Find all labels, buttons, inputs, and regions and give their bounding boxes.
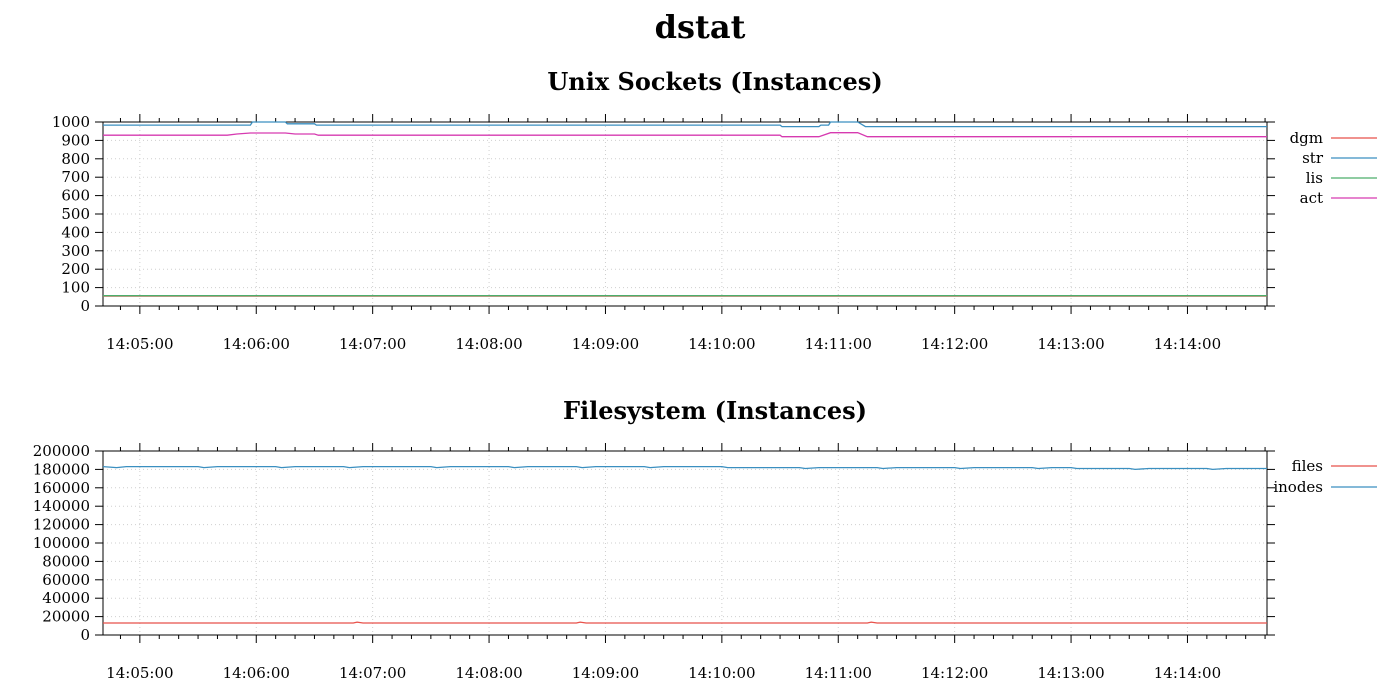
plot-frame [102,121,1268,307]
legend-label-lis: lis [1306,169,1323,187]
y-tick-label: 1000 [52,113,90,131]
y-tick-label: 900 [61,131,90,149]
chart-title: Filesystem (Instances) [563,396,867,425]
chart-panel-2: Filesystem (Instances) 020000400006000080… [33,396,1377,682]
series-line-files [103,621,1267,624]
y-tick-label: 20000 [42,608,90,626]
x-tick-label: 14:13:00 [1037,664,1104,682]
legend-label-dgm: dgm [1290,129,1323,147]
y-tick-label: 200000 [33,442,90,460]
y-tick-label: 800 [61,150,90,168]
y-tick-label: 120000 [33,516,90,534]
y-tick-label: 100 [61,279,90,297]
x-tick-label: 14:09:00 [572,335,639,353]
x-tick-label: 14:10:00 [688,335,755,353]
y-tick-label: 140000 [33,497,90,515]
x-tick-label: 14:12:00 [921,335,988,353]
y-tick-label: 180000 [33,460,90,478]
figure-title: dstat [655,8,746,46]
x-tick-label: 14:08:00 [455,335,522,353]
series-line-str [103,121,1267,128]
y-tick-label: 160000 [33,479,90,497]
legend-label-act: act [1300,189,1323,207]
x-tick-label: 14:13:00 [1037,335,1104,353]
grid-lines [103,450,1267,636]
x-tick-label: 14:14:00 [1154,664,1221,682]
x-tick-label: 14:12:00 [921,664,988,682]
y-tick-label: 400 [61,223,90,241]
y-tick-label: 80000 [42,552,90,570]
x-tick-label: 14:08:00 [455,664,522,682]
y-tick-label: 300 [61,242,90,260]
y-tick-label: 700 [61,168,90,186]
x-tick-label: 14:11:00 [805,664,872,682]
x-tick-label: 14:14:00 [1154,335,1221,353]
x-tick-label: 14:07:00 [339,335,406,353]
x-tick-label: 14:10:00 [688,664,755,682]
y-tick-label: 0 [80,626,90,644]
series-line-inodes [102,465,1267,471]
x-tick-label: 14:06:00 [223,335,290,353]
x-tick-label: 14:05:00 [106,664,173,682]
chart-panel-1: Unix Sockets (Instances) 0100200300400500… [52,67,1377,353]
chart-title: Unix Sockets (Instances) [547,67,882,96]
series-line-act [103,132,1267,138]
y-tick-label: 0 [80,297,90,315]
y-tick-label: 600 [61,187,90,205]
legend-label-files: files [1292,457,1323,475]
plot-frame [102,450,1268,636]
y-tick-label: 200 [61,260,90,278]
x-tick-label: 14:07:00 [339,664,406,682]
x-tick-label: 14:11:00 [805,335,872,353]
y-tick-label: 40000 [42,589,90,607]
legend-label-str: str [1302,149,1324,167]
x-tick-label: 14:09:00 [572,664,639,682]
x-tick-label: 14:05:00 [106,335,173,353]
legend-label-inodes: inodes [1273,478,1323,496]
y-tick-label: 100000 [33,534,90,552]
y-tick-label: 500 [61,205,90,223]
y-tick-label: 60000 [42,571,90,589]
grid-lines [103,121,1267,307]
x-tick-label: 14:06:00 [223,664,290,682]
